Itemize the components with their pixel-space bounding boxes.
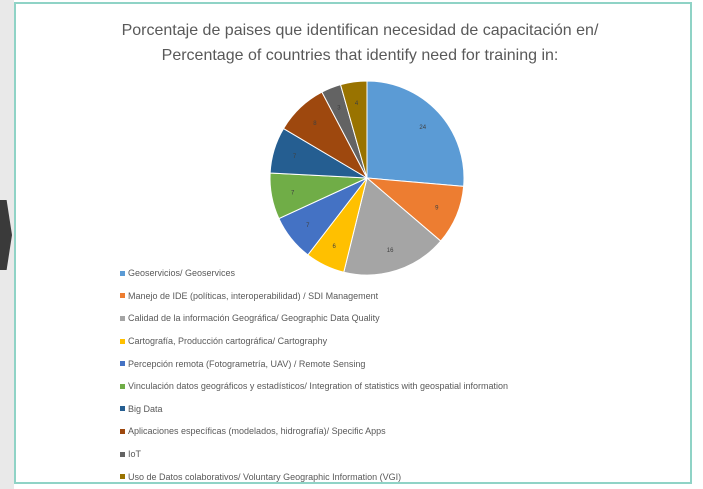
legend-item: Uso de Datos colaborativos/ Voluntary Ge… bbox=[120, 465, 680, 488]
chart-title-line-1: Porcentaje de paises que identifican nec… bbox=[121, 22, 599, 39]
legend-swatch bbox=[120, 428, 125, 434]
legend-swatch bbox=[120, 474, 125, 480]
legend-item: Geoservicios/ Geoservices bbox=[120, 262, 680, 285]
chart-title-line-2: Percentage of countries that identify ne… bbox=[161, 47, 559, 64]
legend-item: Manejo de IDE (políticas, interoperabili… bbox=[120, 285, 680, 308]
legend-swatch bbox=[120, 361, 125, 367]
left-edge-strip bbox=[0, 0, 14, 489]
legend-label: Cartografía, Producción cartográfica/ Ca… bbox=[128, 336, 328, 347]
legend-label: Vinculación datos geográficos y estadíst… bbox=[128, 381, 509, 392]
pie-slice bbox=[343, 177, 442, 276]
legend-swatch bbox=[120, 315, 125, 321]
legend-label: Aplicaciones específicas (modelados, hid… bbox=[128, 426, 386, 437]
legend-label: Geoservicios/ Geoservices bbox=[128, 268, 236, 279]
legend-item: Cartografía, Producción cartográfica/ Ca… bbox=[120, 330, 680, 353]
legend-swatch bbox=[120, 293, 125, 299]
legend-swatch bbox=[120, 383, 125, 389]
legend-item: IoT bbox=[120, 443, 680, 466]
slice-data-label: 7 bbox=[291, 190, 295, 196]
legend-swatch bbox=[120, 406, 125, 412]
slice-data-label: 4 bbox=[355, 101, 359, 107]
chart-title: Porcentaje de paises que identifican nec… bbox=[80, 18, 640, 68]
legend-label: Percepción remota (Fotogrametría, UAV) /… bbox=[128, 358, 366, 369]
legend-label: Calidad de la información Geográfica/ Ge… bbox=[128, 313, 380, 324]
legend-item: Aplicaciones específicas (modelados, hid… bbox=[120, 420, 680, 443]
legend-swatch bbox=[120, 270, 125, 276]
legend-item: Vinculación datos geográficos y estadíst… bbox=[120, 375, 680, 398]
slice-data-label: 16 bbox=[387, 248, 394, 254]
slice-data-label: 6 bbox=[333, 244, 337, 250]
legend-item: Big Data bbox=[120, 398, 680, 421]
legend-swatch bbox=[120, 338, 125, 344]
legend-swatch bbox=[120, 451, 125, 457]
chevron-right-icon bbox=[0, 200, 12, 270]
slice-data-label: 24 bbox=[419, 125, 426, 131]
slice-data-label: 9 bbox=[435, 205, 439, 211]
chart-legend: Geoservicios/ Geoservices Manejo de IDE (… bbox=[120, 262, 680, 488]
legend-item: Calidad de la información Geográfica/ Ge… bbox=[120, 307, 680, 330]
pie-slice bbox=[366, 80, 465, 187]
legend-label: IoT bbox=[128, 449, 142, 460]
legend-label: Uso de Datos colaborativos/ Voluntary Ge… bbox=[128, 471, 402, 482]
legend-item: Percepción remota (Fotogrametría, UAV) /… bbox=[120, 352, 680, 375]
slice-data-label: 8 bbox=[313, 121, 317, 127]
slice-data-label: 7 bbox=[293, 154, 297, 160]
legend-label: Manejo de IDE (políticas, interoperabili… bbox=[128, 290, 379, 301]
legend-label: Big Data bbox=[128, 403, 163, 414]
slice-data-label: 7 bbox=[306, 223, 310, 229]
slice-data-label: 3 bbox=[337, 106, 341, 112]
pie-slice bbox=[339, 80, 368, 179]
